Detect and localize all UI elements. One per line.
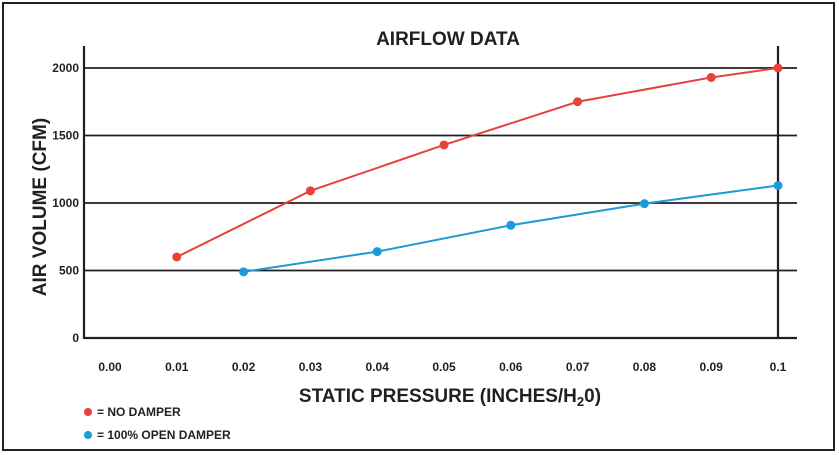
data-point-series-0 (439, 140, 449, 150)
x-tick-label: 0.1 (770, 360, 787, 374)
x-tick-label: 0.03 (299, 360, 323, 374)
x-tick-label: 0.09 (700, 360, 724, 374)
x-tick-label: 0.07 (566, 360, 590, 374)
x-axis-label: STATIC PRESSURE (INCHES/H20) (299, 386, 601, 409)
data-point-series-1 (372, 247, 382, 257)
x-tick-label: 0.02 (232, 360, 256, 374)
x-tick-label: 0.00 (98, 360, 122, 374)
chart-frame (2, 2, 835, 451)
y-tick-label: 500 (59, 264, 79, 278)
y-tick-label: 0 (72, 331, 79, 345)
grid-layer (82, 46, 797, 340)
label-layer: 0 500 1000 1500 2000 0.00 0.01 0.02 0.03 0.04 0.05… (52, 61, 786, 374)
series-layer (172, 63, 783, 277)
data-point-series-1 (639, 199, 649, 209)
chart-title: AIRFLOW DATA (376, 29, 520, 50)
y-tick-label: 1500 (52, 129, 79, 143)
y-axis-label: AIR VOLUME (CFM) (30, 118, 51, 296)
legend-label-open-damper: = 100% OPEN DAMPER (97, 428, 231, 442)
data-point-series-0 (773, 63, 783, 73)
x-tick-label: 0.06 (499, 360, 523, 374)
data-point-series-1 (773, 180, 783, 190)
data-point-series-1 (506, 220, 516, 230)
x-tick-label: 0.08 (633, 360, 657, 374)
x-axis-label-subscript: 2 (577, 394, 584, 409)
legend-item-no-damper: = NO DAMPER (84, 405, 181, 419)
x-tick-label: 0.04 (366, 360, 390, 374)
legend-label-no-damper: = NO DAMPER (97, 405, 181, 419)
x-tick-label: 0.05 (432, 360, 456, 374)
legend-marker-no-damper (84, 408, 92, 416)
x-tick-label: 0.01 (165, 360, 189, 374)
data-point-series-0 (573, 97, 583, 107)
data-point-series-0 (305, 186, 315, 196)
y-tick-label: 2000 (52, 61, 79, 75)
x-axis-label-main: STATIC PRESSURE (INCHES/H (299, 386, 577, 407)
x-axis-label-end: 0) (584, 386, 601, 407)
data-point-series-0 (172, 252, 182, 262)
series-line-0 (176, 67, 779, 258)
data-point-series-1 (239, 267, 249, 277)
legend-marker-open-damper (84, 431, 92, 439)
y-tick-label: 1000 (52, 196, 79, 210)
legend-item-open-damper: = 100% OPEN DAMPER (84, 428, 231, 442)
data-point-series-0 (706, 72, 716, 82)
